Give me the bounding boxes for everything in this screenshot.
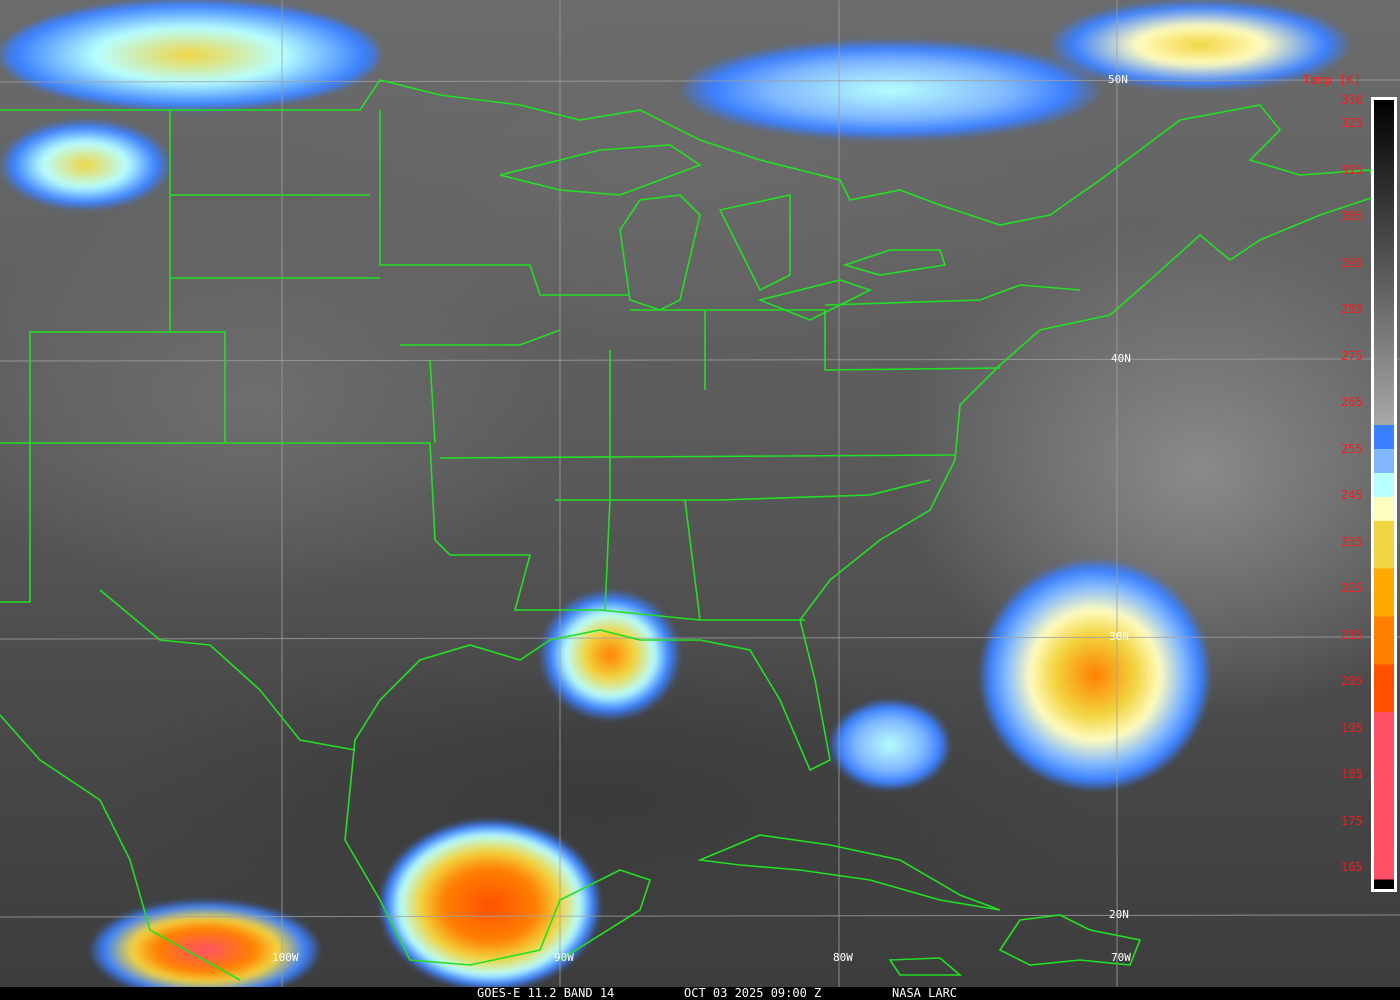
lon-label-100w: 100W — [272, 951, 299, 964]
cloud-area — [830, 700, 950, 790]
colorbar-tick-label: 295 — [1341, 255, 1363, 270]
colorbar-tick-label: 265 — [1341, 395, 1363, 410]
colorbar-tick-label: 330 — [1341, 93, 1363, 107]
colorbar-tick-label: 185 — [1341, 767, 1363, 782]
colorbar-tick-label: 195 — [1341, 720, 1363, 735]
cloud-area — [1050, 0, 1350, 90]
lat-label-40n: 40N — [1111, 352, 1131, 365]
caption-satellite: GOES-E 11.2 BAND 14 — [477, 986, 615, 1000]
colorbar-tick-label: 165 — [1341, 860, 1363, 874]
lat-label-30n: 30N — [1109, 630, 1129, 643]
cloud-area — [0, 0, 380, 110]
image-caption: GOES-E 11.2 BAND 14 OCT 03 2025 09:00 Z … — [0, 987, 1400, 1000]
colorbar-title: Temp [K] — [1303, 73, 1361, 87]
lon-label-80w: 80W — [833, 951, 853, 964]
colorbar-tick-label: 245 — [1341, 488, 1363, 503]
caption-source: NASA LARC — [892, 986, 958, 1000]
lon-label-90w: 90W — [554, 951, 574, 964]
lat-label-20n: 20N — [1109, 908, 1129, 921]
political-borders — [0, 79, 1382, 981]
colorbar-tick-label: 275 — [1341, 348, 1363, 363]
colorbar-tick-label: 325 — [1341, 116, 1363, 131]
colorbar-tick-label: 255 — [1341, 441, 1363, 456]
temperature-colorbar — [1371, 97, 1397, 892]
colorbar-tick-label: 235 — [1341, 534, 1363, 549]
colorbar-fill — [1374, 100, 1394, 889]
colorbar-tick-label: 205 — [1341, 674, 1363, 689]
cloud-area — [980, 560, 1210, 790]
colorbar-tick-label: 215 — [1341, 627, 1363, 642]
colorbar-tick-label: 225 — [1341, 581, 1363, 596]
colorbar-tick-label: 285 — [1341, 302, 1363, 317]
lat-label-50n: 50N — [1108, 73, 1128, 86]
cloud-area — [0, 120, 170, 210]
colorbar-tick-label: 305 — [1341, 209, 1363, 224]
colorbar-tick-label: 315 — [1341, 162, 1363, 177]
cloud-area — [680, 40, 1100, 140]
caption-datetime: OCT 03 2025 09:00 Z — [684, 986, 822, 1000]
colorbar-tick-label: 175 — [1341, 813, 1363, 828]
cloud-area — [380, 820, 600, 990]
lon-label-70w: 70W — [1111, 951, 1131, 964]
